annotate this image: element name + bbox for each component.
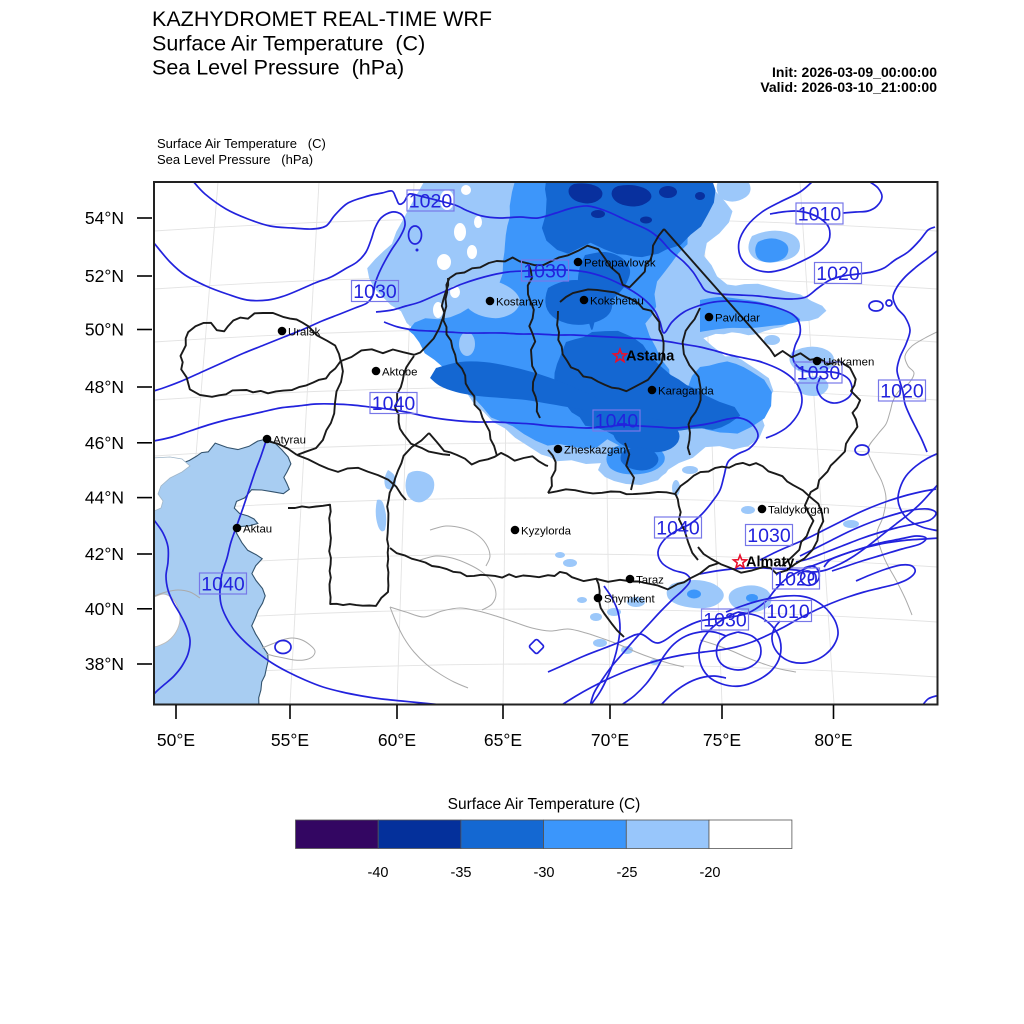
svg-text:Ustkamen: Ustkamen (823, 357, 874, 369)
svg-text:Surface Air Temperature (C): Surface Air Temperature (C) (152, 32, 425, 56)
svg-text:1030: 1030 (747, 525, 791, 547)
svg-text:80°E: 80°E (814, 730, 852, 750)
svg-text:Almaty: Almaty (746, 555, 794, 571)
svg-text:65°E: 65°E (484, 730, 522, 750)
svg-text:Aktobe: Aktobe (382, 367, 417, 379)
svg-text:-30: -30 (534, 865, 555, 881)
svg-text:50°E: 50°E (157, 730, 195, 750)
svg-text:50°N: 50°N (85, 320, 124, 340)
svg-text:1020: 1020 (409, 191, 453, 213)
svg-text:-20: -20 (700, 865, 721, 881)
svg-text:54°N: 54°N (85, 208, 124, 228)
svg-text:Surface Air Temperature (C): Surface Air Temperature (C) (448, 796, 641, 813)
svg-text:1020: 1020 (880, 381, 924, 403)
svg-text:-35: -35 (451, 865, 472, 881)
svg-text:55°E: 55°E (271, 730, 309, 750)
svg-text:1010: 1010 (798, 204, 842, 226)
svg-text:Kokshetau: Kokshetau (590, 296, 644, 308)
svg-text:Valid: 2026-03-10_21:00:00: Valid: 2026-03-10_21:00:00 (760, 79, 937, 95)
svg-text:KAZHYDROMET REAL-TIME WRF: KAZHYDROMET REAL-TIME WRF (152, 7, 492, 31)
svg-text:48°N: 48°N (85, 377, 124, 397)
svg-text:44°N: 44°N (85, 488, 124, 508)
svg-text:Taraz: Taraz (636, 575, 664, 587)
svg-text:Pavlodar: Pavlodar (715, 313, 760, 325)
svg-text:Aktau: Aktau (243, 524, 272, 536)
svg-text:-40: -40 (368, 865, 389, 881)
svg-text:Kyzylorda: Kyzylorda (521, 526, 572, 538)
svg-text:Zheskazgan: Zheskazgan (564, 445, 626, 457)
svg-text:1020: 1020 (774, 569, 818, 591)
svg-text:Atyrau: Atyrau (273, 435, 306, 447)
svg-text:Karaganda: Karaganda (658, 386, 714, 398)
svg-text:1040: 1040 (595, 411, 639, 433)
svg-text:Sea Level Pressure (hPa): Sea Level Pressure (hPa) (152, 56, 404, 80)
svg-text:42°N: 42°N (85, 544, 124, 564)
svg-text:Uralsk: Uralsk (288, 327, 321, 339)
svg-text:75°E: 75°E (703, 730, 741, 750)
svg-text:60°E: 60°E (378, 730, 416, 750)
svg-text:Astana: Astana (626, 349, 675, 365)
svg-text:Sea Level Pressure (hPa): Sea Level Pressure (hPa) (157, 152, 313, 167)
svg-text:1010: 1010 (766, 601, 810, 623)
svg-text:-25: -25 (617, 865, 638, 881)
svg-text:1040: 1040 (656, 518, 700, 540)
svg-text:Shymkent: Shymkent (604, 594, 655, 606)
svg-text:Surface Air Temperature (C): Surface Air Temperature (C) (157, 136, 326, 151)
svg-text:Kostanay: Kostanay (496, 297, 544, 309)
svg-text:1030: 1030 (703, 610, 747, 632)
svg-text:Petropavlovsk: Petropavlovsk (584, 258, 656, 270)
svg-text:1020: 1020 (816, 263, 860, 285)
svg-text:52°N: 52°N (85, 266, 124, 286)
svg-text:1030: 1030 (523, 261, 567, 283)
svg-text:Taldykorgan: Taldykorgan (768, 505, 829, 517)
svg-text:70°E: 70°E (591, 730, 629, 750)
svg-text:1040: 1040 (372, 393, 416, 415)
svg-text:38°N: 38°N (85, 654, 124, 674)
svg-text:Init: 2026-03-09_00:00:00: Init: 2026-03-09_00:00:00 (772, 64, 937, 80)
svg-text:40°N: 40°N (85, 599, 124, 619)
svg-text:1030: 1030 (353, 281, 397, 303)
svg-text:1040: 1040 (201, 574, 245, 596)
svg-text:1030: 1030 (797, 363, 841, 385)
svg-text:46°N: 46°N (85, 433, 124, 453)
